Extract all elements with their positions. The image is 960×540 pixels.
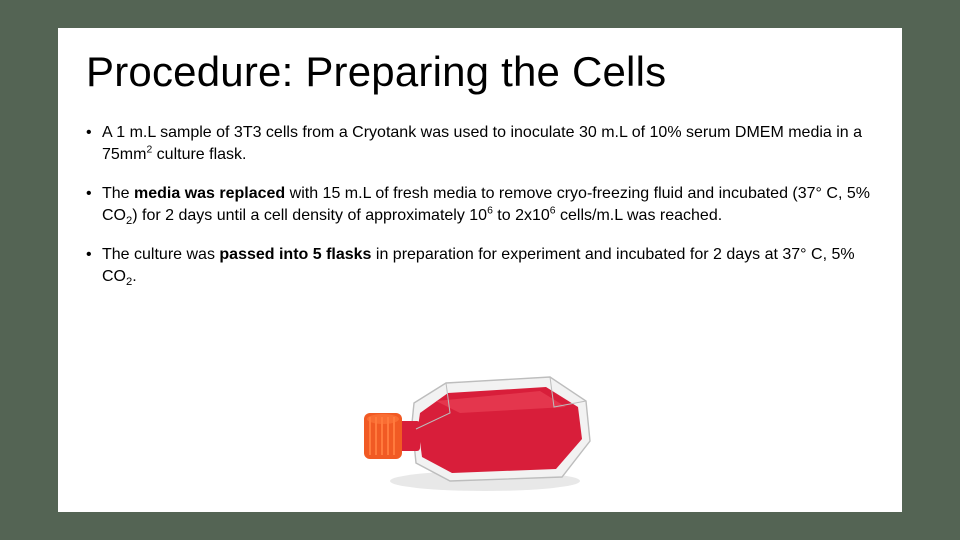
bullet-bold: passed into 5 flasks [219,246,371,263]
bullet-text: cells/m.L was reached. [556,207,723,224]
bullet-text: . [132,268,136,285]
bullet-text: ) for 2 days until a cell density of app… [132,207,487,224]
bullet-bold: media was replaced [134,185,285,202]
bullet-item: A 1 m.L sample of 3T3 cells from a Cryot… [86,122,874,165]
content-panel: Procedure: Preparing the Cells A 1 m.L s… [58,28,902,512]
culture-flask-image [350,343,610,498]
slide-title: Procedure: Preparing the Cells [86,48,874,96]
bullet-list: A 1 m.L sample of 3T3 cells from a Cryot… [86,122,874,288]
bullet-text: to 2x10 [493,207,550,224]
bullet-text: The [102,185,134,202]
bullet-item: The media was replaced with 15 m.L of fr… [86,183,874,226]
cap-highlight [367,414,399,424]
flask-svg [350,343,610,498]
slide-background: Procedure: Preparing the Cells A 1 m.L s… [0,0,960,540]
bullet-text: The culture was [102,246,219,263]
bullet-item: The culture was passed into 5 flasks in … [86,244,874,287]
bullet-text: culture flask. [152,146,246,163]
